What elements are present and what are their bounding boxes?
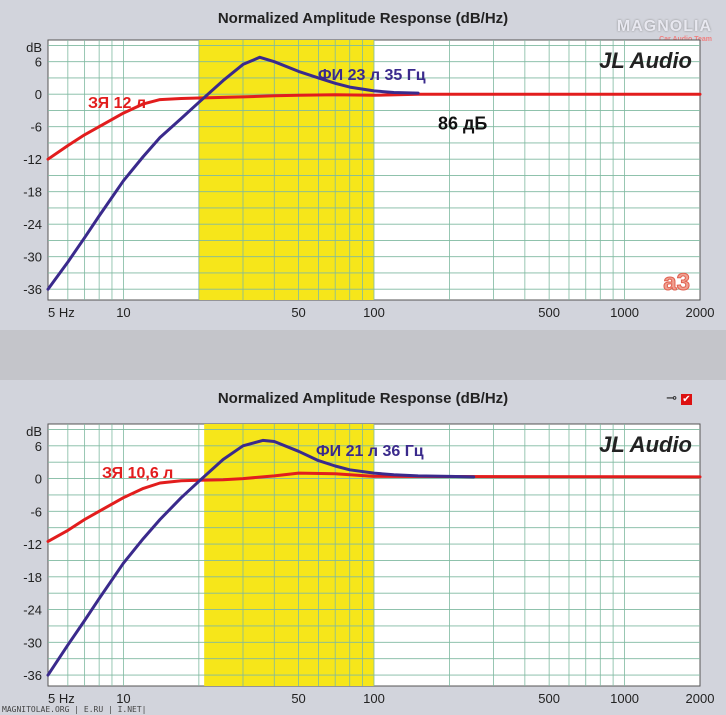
footer-watermark: MAGNITOLAE.ORG | E.RU | I.NET|	[2, 705, 147, 714]
y-tick-label: -24	[23, 217, 42, 232]
series-label: ФИ 23 л 35 Гц	[318, 67, 426, 84]
y-tick-label: -18	[23, 185, 42, 200]
y-tick-label: -6	[30, 504, 42, 519]
series-line-1	[46, 438, 476, 677]
badge-label: a3	[663, 269, 690, 296]
y-tick-label: -36	[23, 668, 42, 683]
panel-separator	[0, 330, 726, 380]
x-tick-label: 5 Hz	[48, 305, 75, 320]
y-tick-label: 0	[35, 472, 42, 487]
chart-panel-bottom: Normalized Amplitude Response (dB/Hz) ⊸ ✔…	[0, 380, 726, 715]
sensitivity-label: 86 дБ	[438, 113, 487, 133]
series-label: ЗЯ 10,6 л	[102, 465, 173, 482]
brand-label: JL Audio	[599, 48, 692, 73]
y-tick-label: -30	[23, 250, 42, 265]
series-line-0	[46, 471, 702, 543]
series-line-1	[46, 55, 420, 291]
y-tick-label: -18	[23, 570, 42, 585]
x-tick-label: 100	[363, 305, 385, 320]
y-tick-label: 6	[35, 439, 42, 454]
checkbox-icon[interactable]: ✔	[681, 394, 692, 405]
x-tick-label: 2000	[686, 305, 715, 320]
y-tick-label: -6	[30, 120, 42, 135]
toolbar-icons: ⊸ ✔	[666, 390, 692, 406]
series-line-0	[46, 92, 702, 161]
chart-title: Normalized Amplitude Response (dB/Hz)	[217, 10, 509, 27]
highlight-band	[204, 424, 374, 686]
x-tick-label: 50	[291, 691, 305, 706]
chart-title: Normalized Amplitude Response (dB/Hz)	[217, 390, 509, 407]
x-tick-label: 10	[116, 691, 130, 706]
x-tick-label: 100	[363, 691, 385, 706]
amplitude-chart-top: 6 0 -6 -12 -18 -24 -30 -36 dB 5 Hz 10 50 100 500 1000 2…	[23, 39, 715, 320]
plug-icon[interactable]: ⊸	[666, 390, 677, 405]
x-tick-label: 10	[116, 305, 130, 320]
x-tick-label: 500	[538, 691, 560, 706]
y-axis-label: dB	[26, 40, 42, 55]
chart-panel-top: Normalized Amplitude Response (dB/Hz) MA…	[0, 0, 726, 330]
y-tick-label: 6	[35, 55, 42, 70]
y-tick-label: -36	[23, 282, 42, 297]
y-tick-label: -12	[23, 537, 42, 552]
x-tick-label: 2000	[686, 691, 715, 706]
x-tick-label: 1000	[610, 691, 639, 706]
y-tick-label: 0	[35, 87, 42, 102]
series-label: ФИ 21 л 36 Гц	[316, 443, 424, 460]
x-tick-label: 5 Hz	[48, 691, 75, 706]
y-tick-label: -30	[23, 635, 42, 650]
y-axis-label: dB	[26, 424, 42, 439]
y-tick-label: -24	[23, 603, 42, 618]
series-label: ЗЯ 12 л	[88, 95, 146, 112]
y-tick-label: -12	[23, 152, 42, 167]
x-tick-label: 1000	[610, 305, 639, 320]
logo-name: MAGNOLIA	[616, 18, 712, 35]
amplitude-chart-bottom: 6 0 -6 -12 -18 -24 -30 -36 dB 5 Hz 10 50 100 500 1000 2…	[23, 423, 715, 706]
x-tick-label: 500	[538, 305, 560, 320]
x-tick-label: 50	[291, 305, 305, 320]
brand-label: JL Audio	[599, 432, 692, 457]
